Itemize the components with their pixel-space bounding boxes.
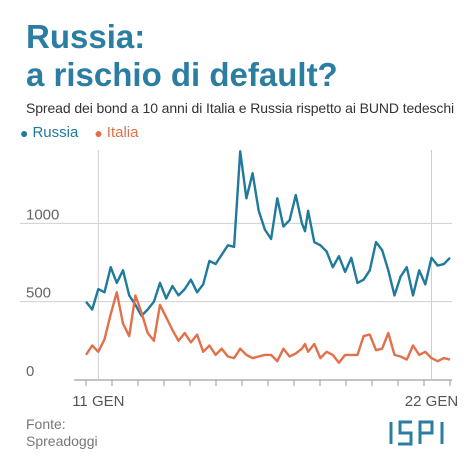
legend-italia-dot: ● [94, 124, 103, 141]
legend-russia-dot: ● [20, 124, 29, 141]
chart-subtitle: Spread dei bond a 10 anni di Italia e Ru… [26, 100, 455, 116]
series-lines [84, 150, 451, 365]
y-tick-labels: 0 500 1000 [26, 206, 59, 380]
chart-title: Russia: a rischio di default? [26, 18, 338, 94]
legend: ● Russia ● Italia [20, 124, 150, 141]
source-name: Spreadoggi [26, 433, 98, 449]
y-tick-label-0: 0 [26, 363, 34, 380]
x-tick-labels: 11 GEN 22 GEN [72, 393, 458, 410]
line-chart: 0 500 1000 11 GEN 22 GEN [20, 150, 458, 410]
series-line-italia [84, 291, 451, 365]
x-tick-label-0: 11 GEN [72, 393, 124, 410]
legend-italia-label: Italia [106, 124, 139, 141]
grid-lines [20, 150, 452, 386]
title-line-1: Russia: [26, 18, 146, 55]
y-tick-label-500: 500 [26, 285, 51, 302]
ispi-logo [389, 420, 444, 446]
title-line-2: a rischio di default? [26, 56, 338, 93]
source-note: Fonte: Spreadoggi [26, 416, 98, 450]
series-line-russia [85, 150, 451, 318]
y-tick-label-1000: 1000 [26, 206, 59, 223]
legend-russia-label: Russia [32, 124, 79, 141]
source-label: Fonte: [26, 416, 66, 432]
x-tick-label-1: 22 GEN [405, 393, 458, 410]
